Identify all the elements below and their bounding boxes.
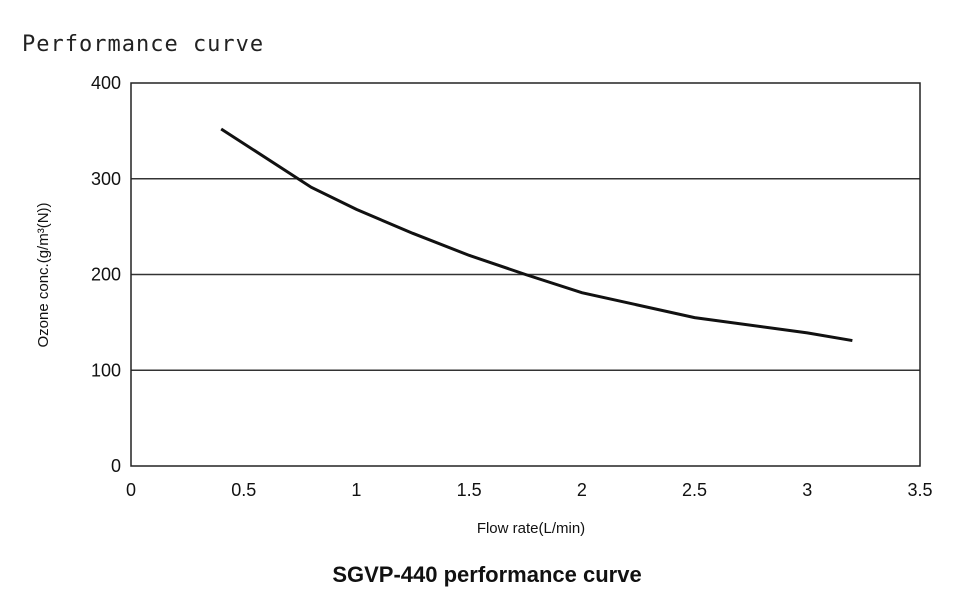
x-tick-label: 3.5 — [907, 480, 932, 500]
chart-title: SGVP-440 performance curve — [332, 562, 641, 587]
y-tick-label: 200 — [91, 265, 121, 285]
x-tick-label: 0.5 — [231, 480, 256, 500]
x-tick-label: 2.5 — [682, 480, 707, 500]
x-tick-label: 1 — [351, 480, 361, 500]
page-heading: Performance curve — [22, 32, 265, 57]
x-tick-label: 1.5 — [457, 480, 482, 500]
x-axis-label: Flow rate(L/min) — [477, 520, 585, 537]
plot-frame — [130, 82, 921, 467]
x-tick-label: 3 — [802, 480, 812, 500]
x-tick-label: 0 — [126, 480, 136, 500]
series-line — [220, 127, 853, 343]
y-tick-label: 300 — [91, 169, 121, 189]
y-tick-label: 0 — [111, 456, 121, 476]
y-tick-label: 100 — [91, 360, 121, 380]
x-tick-label: 2 — [577, 480, 587, 500]
y-axis-label: Ozone conc.(g/m³(N)) — [35, 202, 52, 347]
y-tick-label: 400 — [91, 73, 121, 93]
